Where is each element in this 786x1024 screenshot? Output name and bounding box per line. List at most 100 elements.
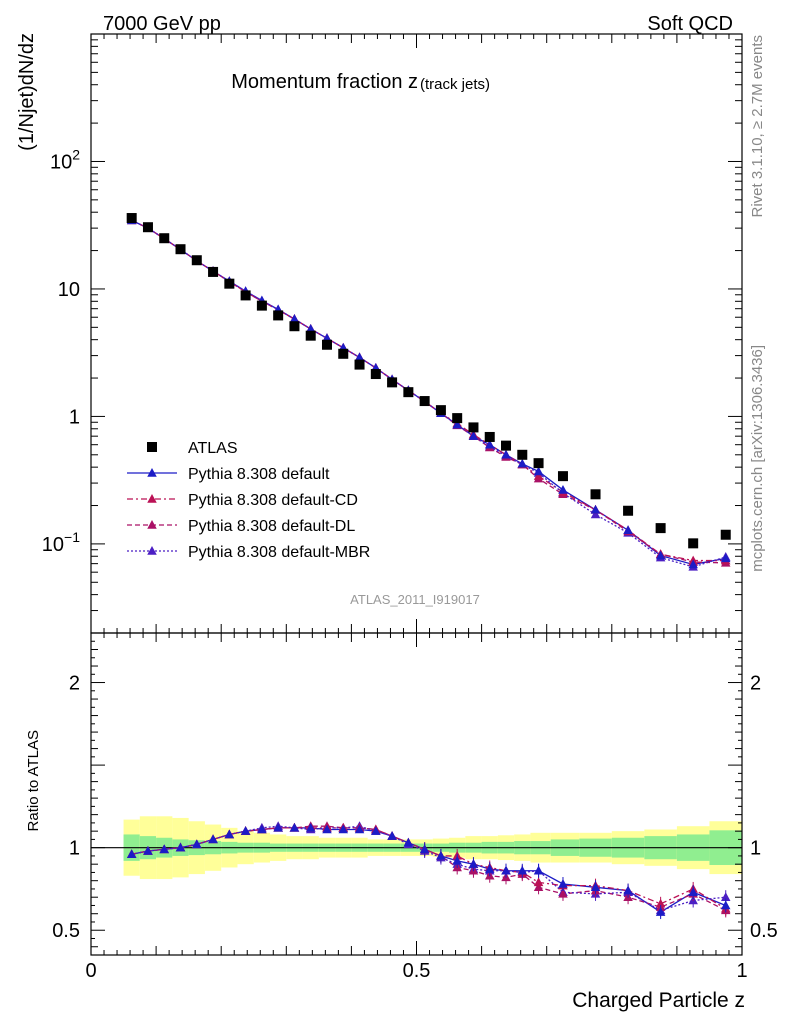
series-line <box>131 219 726 562</box>
data-point-triangle <box>533 471 544 480</box>
data-point-triangle <box>590 504 601 514</box>
main-title: Momentum fraction z <box>231 71 418 93</box>
ratio-frame <box>90 632 743 956</box>
data-point-triangle <box>533 466 544 476</box>
data-point-triangle <box>558 484 568 494</box>
data-point-triangle <box>452 419 462 429</box>
data-point-triangle <box>484 864 495 873</box>
x-tick-label: 1 <box>736 960 747 982</box>
data-point-atlas <box>208 266 219 277</box>
data-point-atlas <box>468 422 479 433</box>
series-line <box>131 219 726 568</box>
data-point-triangle <box>720 900 731 910</box>
data-point-triangle <box>403 837 414 847</box>
data-point-triangle <box>688 887 698 897</box>
data-point-atlas <box>403 387 414 398</box>
data-point-triangle <box>192 839 202 849</box>
data-point-atlas <box>126 213 137 224</box>
data-point-atlas <box>557 471 568 482</box>
data-point-triangle <box>484 439 495 449</box>
data-point-atlas <box>484 431 495 442</box>
data-point-triangle <box>590 509 601 519</box>
data-point-triangle <box>147 468 157 477</box>
data-point-atlas <box>273 310 284 321</box>
data-point-atlas <box>289 321 300 332</box>
data-point-triangle <box>240 826 251 835</box>
data-point-triangle <box>590 882 601 892</box>
data-point-triangle <box>501 449 511 459</box>
data-point-atlas <box>305 330 316 341</box>
legend-label: Pythia 8.308 default-MBR <box>188 544 370 561</box>
data-point-triangle <box>354 352 365 362</box>
data-point-triangle <box>655 550 666 560</box>
ratio-y-tick-label: 0.5 <box>52 920 80 942</box>
ratio-y-tick-label: 2 <box>69 673 80 695</box>
data-point-atlas <box>435 405 446 416</box>
data-point-atlas <box>533 458 544 469</box>
legend-label: Pythia 8.308 default <box>188 466 330 483</box>
legend-marker-atlas <box>147 442 157 452</box>
data-point-triangle <box>720 553 731 563</box>
header-right: Soft QCD <box>647 13 733 35</box>
data-point-triangle <box>208 834 218 844</box>
data-point-triangle <box>655 898 666 908</box>
y-tick-label: 10−1 <box>42 529 80 556</box>
x-tick-label: 0 <box>85 960 96 982</box>
data-point-triangle <box>143 845 153 855</box>
header-left: 7000 GeV pp <box>103 13 221 35</box>
main-series-layer <box>126 213 731 571</box>
data-point-atlas <box>240 290 251 301</box>
x-axis-label: Charged Particle z <box>572 989 745 1012</box>
data-point-triangle <box>517 865 528 875</box>
data-point-atlas <box>321 339 332 350</box>
data-point-triangle <box>623 525 633 534</box>
data-point-triangle <box>147 494 157 503</box>
data-point-atlas <box>720 529 731 540</box>
y-tick-label: 1 <box>69 406 80 428</box>
series-line <box>131 219 726 564</box>
data-point-atlas <box>224 278 235 289</box>
main-y-axis-label: (1/Njet)dN/dz <box>16 33 38 151</box>
data-point-atlas <box>655 523 666 534</box>
data-point-atlas <box>256 300 267 311</box>
main-title-sub: (track jets) <box>420 76 490 93</box>
data-point-atlas <box>452 413 463 424</box>
analysis-label: ATLAS_2011_I919017 <box>350 592 480 607</box>
data-point-atlas <box>419 396 430 407</box>
data-point-triangle <box>688 559 698 569</box>
data-point-atlas <box>191 255 202 266</box>
data-point-atlas <box>501 440 512 451</box>
data-point-triangle <box>501 865 511 875</box>
data-point-triangle <box>371 826 381 835</box>
data-point-triangle <box>147 520 157 529</box>
data-point-triangle <box>387 831 397 840</box>
data-point-triangle <box>419 844 430 854</box>
ratio-y-axis-label: Ratio to ATLAS <box>25 730 42 831</box>
x-tick-label: 0.5 <box>403 960 431 982</box>
data-point-triangle <box>322 824 332 834</box>
data-point-atlas <box>354 359 365 370</box>
data-point-triangle <box>655 907 666 916</box>
data-point-atlas <box>175 244 186 255</box>
data-point-triangle <box>338 824 349 834</box>
data-point-triangle <box>558 878 568 888</box>
data-point-triangle <box>289 314 300 323</box>
legend-label: ATLAS <box>188 440 238 457</box>
legend-label: Pythia 8.308 default-DL <box>188 518 355 535</box>
data-point-triangle <box>305 822 316 832</box>
legend: ATLAS Pythia 8.308 default Pythia 8.308 de… <box>127 440 370 561</box>
data-point-triangle <box>558 888 568 898</box>
data-point-triangle <box>720 892 731 901</box>
ratio-y-tick-label-right: 2 <box>750 673 761 695</box>
data-point-triangle <box>468 431 479 440</box>
data-point-triangle <box>147 546 157 555</box>
legend-label: Pythia 8.308 default-CD <box>188 492 358 509</box>
data-point-triangle <box>289 822 300 832</box>
ratio-series-layer <box>126 821 731 920</box>
data-point-atlas <box>688 538 699 549</box>
data-point-triangle <box>273 822 283 832</box>
data-point-triangle <box>175 842 186 852</box>
ratio-y-tick-label-right: 1 <box>750 838 761 860</box>
